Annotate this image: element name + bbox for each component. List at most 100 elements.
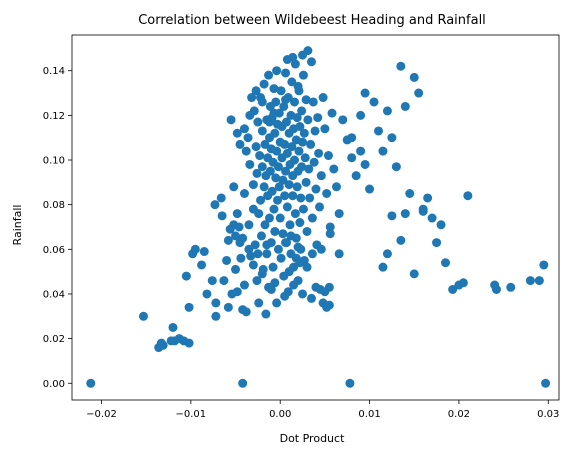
- data-point: [267, 186, 277, 196]
- data-point: [254, 298, 264, 308]
- x-tick-label: −0.01: [176, 409, 207, 420]
- data-point: [302, 226, 312, 236]
- data-point: [281, 117, 291, 127]
- data-point: [405, 189, 415, 198]
- points-layer: [86, 46, 551, 388]
- data-point: [245, 110, 255, 120]
- data-point: [281, 166, 291, 176]
- data-point: [378, 146, 388, 156]
- data-point: [273, 195, 283, 205]
- data-point: [229, 182, 239, 192]
- data-point: [290, 209, 300, 219]
- data-point: [184, 338, 194, 348]
- data-point: [286, 231, 296, 241]
- data-point: [238, 378, 248, 388]
- x-axis-label: Dot Product: [280, 432, 345, 445]
- data-point: [197, 260, 207, 270]
- data-point: [223, 302, 233, 312]
- data-point: [251, 142, 261, 152]
- data-point: [269, 84, 279, 94]
- data-point: [491, 285, 501, 294]
- data-point: [264, 70, 274, 80]
- data-point: [292, 113, 302, 123]
- data-point: [260, 139, 270, 149]
- data-point: [327, 108, 337, 118]
- y-tick-label: 0.10: [43, 156, 65, 167]
- data-point: [288, 191, 298, 201]
- data-point: [307, 213, 317, 223]
- data-point: [252, 276, 262, 286]
- data-point: [305, 193, 315, 203]
- data-point: [259, 79, 269, 89]
- data-point: [289, 280, 299, 290]
- data-point: [325, 222, 335, 232]
- data-point: [323, 151, 333, 161]
- data-point: [276, 253, 286, 263]
- y-tick-label: 0.12: [43, 111, 65, 122]
- data-point: [310, 126, 320, 136]
- data-point: [255, 151, 265, 161]
- data-point: [316, 171, 326, 181]
- data-point: [281, 238, 291, 248]
- data-point: [244, 220, 254, 230]
- data-point: [314, 148, 324, 158]
- data-point: [257, 126, 267, 136]
- data-point: [318, 93, 328, 103]
- data-point: [268, 262, 278, 272]
- data-point: [253, 117, 263, 127]
- data-point: [259, 182, 269, 192]
- data-point: [316, 244, 326, 254]
- data-point: [298, 70, 308, 80]
- data-point: [307, 249, 317, 259]
- data-point: [302, 262, 312, 272]
- data-point: [294, 146, 304, 156]
- data-point: [506, 282, 516, 292]
- data-point: [236, 253, 246, 263]
- data-point: [356, 146, 366, 156]
- data-point: [239, 189, 249, 198]
- data-point: [270, 128, 280, 138]
- data-point: [245, 159, 255, 169]
- data-point: [271, 97, 281, 107]
- data-point: [290, 155, 299, 165]
- data-point: [320, 287, 330, 297]
- data-point: [432, 238, 442, 248]
- data-point: [296, 193, 306, 203]
- data-point: [436, 220, 446, 230]
- data-point: [347, 133, 357, 143]
- data-point: [365, 184, 375, 194]
- data-point: [306, 57, 316, 67]
- data-point: [322, 189, 332, 198]
- data-point: [232, 128, 242, 138]
- data-point: [261, 309, 271, 319]
- x-tick-label: 0.01: [358, 409, 380, 420]
- data-point: [311, 184, 321, 194]
- y-tick-label: 0.06: [43, 245, 65, 256]
- data-point: [257, 269, 267, 279]
- data-point: [280, 191, 290, 201]
- data-point: [226, 115, 236, 125]
- data-point: [274, 182, 284, 192]
- data-point: [427, 213, 437, 223]
- data-point: [266, 285, 276, 294]
- data-point: [211, 311, 221, 321]
- y-axis-label: Rainfall: [11, 205, 24, 246]
- data-point: [347, 153, 357, 163]
- data-point: [301, 177, 311, 187]
- data-point: [418, 204, 428, 214]
- data-point: [295, 258, 305, 268]
- x-tick-label: 0.00: [269, 409, 291, 420]
- data-point: [448, 285, 458, 294]
- data-point: [250, 240, 260, 250]
- data-point: [217, 211, 227, 221]
- data-point: [290, 97, 299, 107]
- data-point: [400, 209, 410, 219]
- y-tick-label: 0.00: [43, 379, 65, 390]
- data-point: [272, 66, 282, 76]
- data-point: [168, 322, 178, 332]
- data-point: [199, 247, 209, 257]
- data-point: [351, 171, 361, 181]
- data-point: [369, 97, 379, 107]
- data-point: [260, 220, 270, 230]
